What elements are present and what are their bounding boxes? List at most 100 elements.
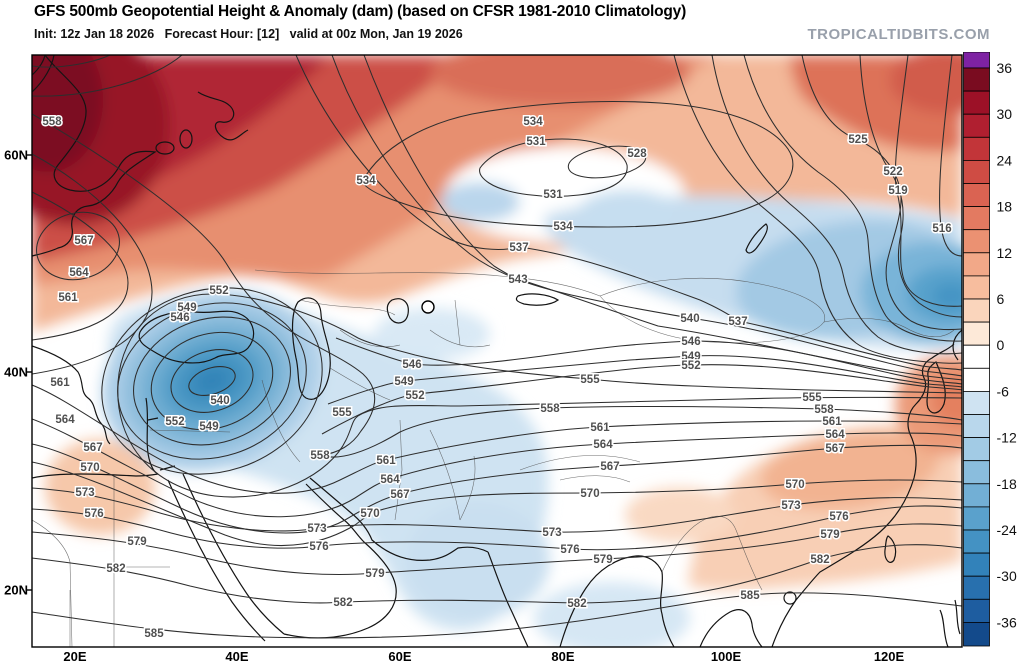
station-marker	[421, 300, 435, 314]
contour-label: 561	[50, 377, 70, 389]
contour-label: 582	[810, 554, 829, 566]
anomaly-shading	[32, 55, 962, 647]
contour-label: 570	[360, 508, 379, 520]
contour-label: 534	[553, 221, 573, 233]
colorbar-segment	[963, 367, 990, 392]
height-contours	[32, 55, 962, 639]
colorbar-segment	[963, 344, 990, 369]
lat-label: 20N	[4, 583, 28, 598]
contour-label: 555	[580, 374, 600, 386]
colorbar-segment	[963, 275, 990, 300]
colorbar-segment	[963, 414, 990, 439]
contour-label: 516	[932, 223, 951, 235]
colorbar-tick-label: -6	[997, 383, 1010, 399]
contour-labels: 5585675645615615645675705735765795825855…	[41, 115, 953, 642]
colorbar-tick-label: 12	[997, 245, 1013, 261]
colorbar-segment	[963, 506, 990, 531]
watermark: TROPICALTIDBITS.COM	[807, 26, 990, 43]
contour-label: 540	[680, 313, 699, 325]
contour-label: 543	[508, 274, 527, 286]
contour-label: 561	[376, 455, 396, 467]
page-title: GFS 500mb Geopotential Height & Anomaly …	[34, 3, 687, 20]
contour-label: 564	[825, 429, 845, 441]
colorbar-tick-label: 0	[997, 337, 1005, 353]
contour-label: 567	[600, 461, 619, 473]
colorbar-segment	[963, 67, 990, 92]
lat-label: 60N	[4, 148, 28, 163]
colorbar-tick-label: -18	[997, 476, 1017, 492]
contour-label: 567	[825, 443, 844, 455]
contour-label: 528	[627, 148, 647, 160]
contour-label: 561	[822, 416, 842, 428]
contour-label: 564	[593, 439, 613, 451]
figure-header: GFS 500mb Geopotential Height & Anomaly …	[0, 0, 1024, 52]
lon-label: 120E	[874, 649, 905, 664]
contour-label: 540	[210, 395, 229, 407]
anomaly-colorbar: 36 30 24 18 12 6 0 -6 -12 -18 -24 -30 -36	[963, 51, 1017, 647]
colorbar-segment	[963, 229, 990, 254]
contour-label: 558	[310, 450, 330, 462]
lon-label: 20E	[63, 649, 86, 664]
contour-label: 531	[526, 136, 546, 148]
contour-label: 555	[332, 407, 352, 419]
colorbar-segment	[963, 252, 990, 277]
contour-label: 576	[309, 541, 328, 553]
contour-label: 567	[83, 442, 102, 454]
contour-label: 579	[820, 529, 839, 541]
contour-label: 552	[405, 390, 424, 402]
colorbar-tick-label: -36	[997, 614, 1017, 630]
contour-label: 555	[802, 392, 822, 404]
contour-label: 546	[170, 312, 189, 324]
contour-label: 525	[848, 134, 868, 146]
contour-label: 549	[177, 302, 196, 314]
contour-label: 579	[127, 536, 146, 548]
contour-label: 564	[55, 414, 75, 426]
map-frame	[31, 54, 963, 648]
coastlines	[32, 55, 962, 647]
contour-label: 570	[80, 462, 99, 474]
colorbar-segment	[963, 159, 990, 184]
lon-label: 100E	[711, 649, 742, 664]
colorbar-tick-label: -30	[997, 568, 1017, 584]
contour-label: 558	[814, 404, 834, 416]
contour-label: 564	[380, 474, 400, 486]
contour-label: 558	[42, 116, 62, 128]
contour-label: 579	[593, 554, 612, 566]
colorbar-segment	[963, 90, 990, 115]
colorbar-segment	[963, 598, 990, 623]
colorbar-segment	[963, 136, 990, 161]
init-forecast-line: Init: 12z Jan 18 2026 Forecast Hour: [12…	[34, 27, 463, 41]
contour-label: 579	[365, 568, 384, 580]
contour-label: 549	[394, 376, 413, 388]
colorbar-tick-label: 18	[997, 199, 1013, 215]
contour-label: 573	[781, 500, 800, 512]
colorbar-tick-label: 30	[997, 106, 1013, 122]
contour-label: 570	[785, 479, 804, 491]
contour-label: 576	[560, 544, 579, 556]
contour-label: 573	[542, 527, 561, 539]
lat-label: 40N	[4, 365, 28, 380]
contour-label: 582	[333, 597, 352, 609]
contour-label: 585	[144, 628, 164, 640]
colorbar-tick-label: -12	[997, 430, 1017, 446]
contour-label: 576	[84, 508, 103, 520]
lon-label: 80E	[551, 649, 574, 664]
contour-label: 552	[165, 416, 184, 428]
contour-label: 552	[681, 360, 700, 372]
contour-label: 561	[58, 292, 78, 304]
axis-labels: 60N 40N 20N 20E 40E 60E 80E 100E 120E	[4, 148, 904, 665]
contour-label: 549	[199, 421, 218, 433]
contour-label: 552	[209, 285, 228, 297]
colorbar-segment	[963, 529, 990, 554]
colorbar-segment	[963, 183, 990, 208]
lon-label: 40E	[225, 649, 248, 664]
contour-label: 582	[567, 598, 586, 610]
colorbar-segment	[963, 483, 990, 508]
colorbar-segment	[963, 390, 990, 415]
contour-label: 546	[681, 336, 700, 348]
contour-label: 561	[590, 422, 610, 434]
colorbar-segment	[963, 321, 990, 346]
colorbar-segment	[963, 575, 990, 600]
lon-label: 60E	[388, 649, 411, 664]
